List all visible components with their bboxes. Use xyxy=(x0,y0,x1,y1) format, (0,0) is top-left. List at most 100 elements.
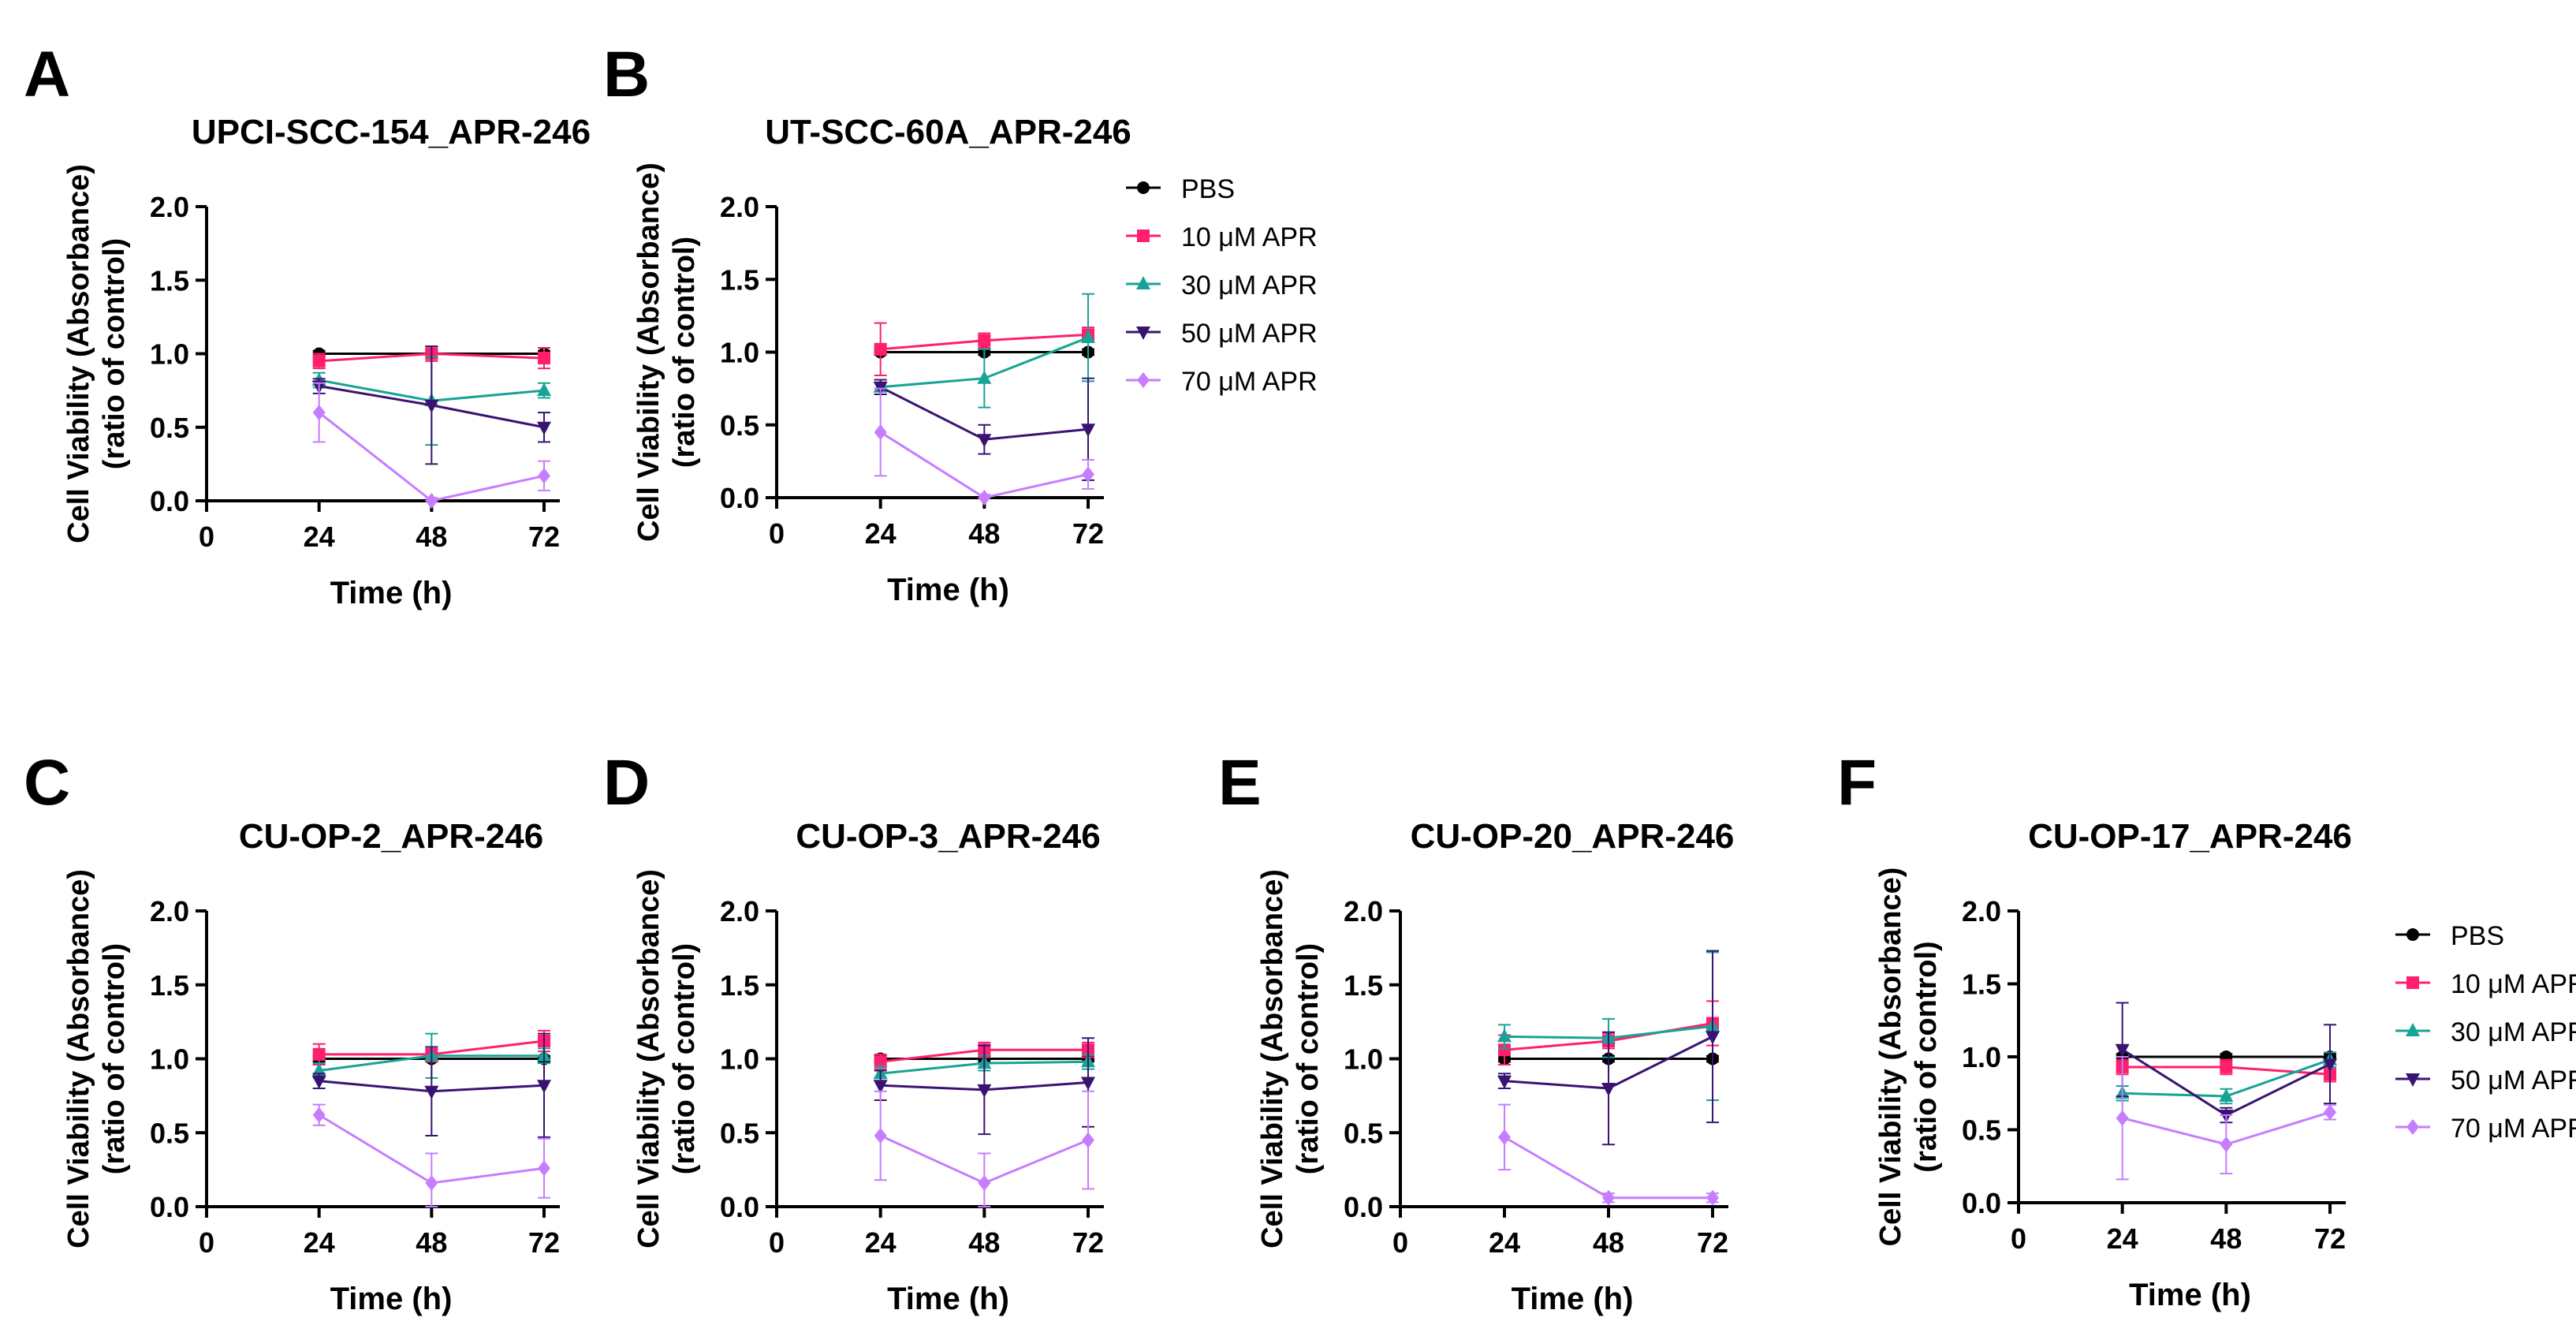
series-f-70-um-apr xyxy=(2116,1056,2336,1181)
chart-title-c: CU-OP-2_APR-246 xyxy=(239,817,543,856)
x-tick-label-c: 0 xyxy=(199,1226,214,1259)
series-d-70-um-apr xyxy=(874,1090,1094,1207)
x-axis-label-f: Time (h) xyxy=(2129,1278,2251,1312)
series-c-70-um-apr xyxy=(312,1103,550,1207)
data-point-e-70-um-apr xyxy=(1498,1129,1511,1145)
legend-label-pbs: PBS xyxy=(1181,174,1235,204)
data-point-d-50-um-apr xyxy=(873,1080,888,1094)
y-axis-label-b: Cell Viability (Absorbance) xyxy=(632,162,665,542)
series-d-50-um-apr xyxy=(873,1037,1095,1136)
y-tick-label-f: 0.0 xyxy=(1962,1187,2001,1219)
data-point-f-30-um-apr xyxy=(2219,1088,2234,1102)
legend-marker-pbs xyxy=(2406,928,2419,941)
data-point-b-70-um-apr xyxy=(978,490,991,506)
x-tick-label-e: 0 xyxy=(1392,1226,1408,1259)
data-point-b-10-um-apr xyxy=(874,342,887,356)
legend-entry-50-um-apr: 50 μM APR xyxy=(2395,1065,2576,1095)
y-axis-label-2-b: (ratio of control) xyxy=(668,237,701,468)
y-tick-label-a: 1.0 xyxy=(150,338,189,371)
legend-marker-10-um-apr xyxy=(1137,230,1150,242)
data-point-d-10-um-apr xyxy=(874,1055,887,1069)
chart-title-a: UPCI-SCC-154_APR-246 xyxy=(192,113,591,151)
data-point-a-10-um-apr xyxy=(538,352,550,365)
data-point-d-50-um-apr xyxy=(977,1084,992,1098)
x-tick-label-e: 72 xyxy=(1697,1226,1728,1259)
data-point-c-50-um-apr xyxy=(424,1085,439,1099)
series-b-30-um-apr xyxy=(873,293,1095,409)
legend-label-10-um-apr: 10 μM APR xyxy=(2451,969,2576,999)
panel-letter-b: B xyxy=(603,39,650,110)
y-axis-label-a: Cell Viability (Absorbance) xyxy=(62,164,95,543)
chart-title-d: CU-OP-3_APR-246 xyxy=(796,817,1100,856)
y-axis-label-2-a: (ratio of control) xyxy=(98,238,131,469)
data-point-c-50-um-apr xyxy=(311,1075,326,1089)
panel-a: A UPCI-SCC-154_APR-246 0.0 0.5 1.0 1.5 2.0 0 24 4… xyxy=(24,39,591,610)
data-point-f-70-um-apr xyxy=(2220,1136,2233,1152)
panel-b: B UT-SCC-60A_APR-246 0.0 0.5 1.0 1.5 2.0 0 24 48 7… xyxy=(603,39,1131,607)
y-tick-label-b: 0.0 xyxy=(720,482,759,514)
y-axis-label-2-c: (ratio of control) xyxy=(98,943,131,1174)
legend-label-50-um-apr: 50 μM APR xyxy=(1181,319,1318,349)
x-tick-label-b: 72 xyxy=(1072,517,1104,550)
y-tick-label-a: 0.5 xyxy=(150,412,189,444)
y-tick-label-d: 0.5 xyxy=(720,1117,759,1149)
y-tick-label-c: 1.0 xyxy=(150,1043,189,1076)
x-tick-label-f: 72 xyxy=(2314,1222,2346,1255)
y-tick-label-e: 2.0 xyxy=(1344,895,1383,927)
legend-marker-50-um-apr xyxy=(1136,327,1150,340)
x-tick-label-e: 24 xyxy=(1489,1226,1520,1259)
data-point-e-70-um-apr xyxy=(1602,1189,1615,1206)
legend-entry-70-um-apr: 70 μM APR xyxy=(2395,1114,2576,1144)
data-point-b-30-um-apr xyxy=(1081,330,1095,344)
series-a-70-um-apr xyxy=(312,382,550,509)
data-point-d-70-um-apr xyxy=(978,1175,991,1191)
data-point-b-50-um-apr xyxy=(1081,424,1095,438)
data-point-b-50-um-apr xyxy=(977,434,992,448)
legend-label-10-um-apr: 10 μM APR xyxy=(1181,222,1318,252)
y-axis-label-2-f: (ratio of control) xyxy=(1910,941,1943,1172)
x-tick-label-d: 72 xyxy=(1072,1226,1104,1259)
series-b-70-um-apr xyxy=(874,387,1094,506)
y-tick-label-d: 0.0 xyxy=(720,1191,759,1223)
x-axis-label-a: Time (h) xyxy=(330,576,453,610)
panel-letter-a: A xyxy=(24,39,70,110)
panel-f: F CU-OP-17_APR-246 0.0 0.5 1.0 1.5 2.0 0 24 48 72 T… xyxy=(1837,747,2352,1312)
panel-letter-d: D xyxy=(603,747,650,819)
series-e-70-um-apr xyxy=(1498,1103,1719,1206)
y-axis-label-2-e: (ratio of control) xyxy=(1292,943,1325,1174)
y-axis-label-f: Cell Viability (Absorbance) xyxy=(1874,868,1907,1247)
x-axis-label-e: Time (h) xyxy=(1512,1282,1634,1316)
y-tick-label-f: 1.0 xyxy=(1962,1041,2001,1073)
data-point-e-50-um-apr xyxy=(1706,1031,1720,1045)
y-tick-label-a: 2.0 xyxy=(150,191,189,223)
x-tick-label-f: 48 xyxy=(2210,1222,2242,1255)
data-point-b-70-um-apr xyxy=(874,424,887,440)
legend-label-pbs: PBS xyxy=(2451,921,2504,951)
series-a-50-um-apr xyxy=(311,345,551,465)
legend-marker-30-um-apr xyxy=(2406,1023,2420,1036)
y-tick-label-b: 1.0 xyxy=(720,337,759,369)
legend-marker-70-um-apr xyxy=(2406,1119,2419,1135)
y-tick-label-d: 1.5 xyxy=(720,969,759,1002)
legend-entry-30-um-apr: 30 μM APR xyxy=(2395,1017,2576,1047)
y-tick-label-d: 1.0 xyxy=(720,1043,759,1076)
chart-title-e: CU-OP-20_APR-246 xyxy=(1411,817,1735,856)
y-tick-label-c: 0.5 xyxy=(150,1117,189,1149)
y-tick-label-a: 1.5 xyxy=(150,264,189,297)
data-point-f-50-um-apr xyxy=(2115,1043,2130,1058)
legend-label-70-um-apr: 70 μM APR xyxy=(2451,1114,2576,1144)
data-point-c-10-um-apr xyxy=(312,1047,326,1061)
panel-letter-e: E xyxy=(1218,747,1262,819)
legend-label-30-um-apr: 30 μM APR xyxy=(2451,1017,2576,1047)
y-tick-label-b: 1.5 xyxy=(720,263,759,296)
x-tick-label-c: 48 xyxy=(416,1226,447,1259)
legend-bottom: PBS 10 μM APR 30 μM APR 50 μM APR 70 μM APR xyxy=(2395,921,2576,1144)
data-point-c-70-um-apr xyxy=(538,1160,550,1177)
legend-entry-30-um-apr: 30 μM APR xyxy=(1126,271,1318,300)
legend-label-70-um-apr: 70 μM APR xyxy=(1181,367,1318,397)
x-tick-label-a: 72 xyxy=(528,521,560,553)
x-tick-label-d: 48 xyxy=(968,1226,1000,1259)
legend-marker-pbs xyxy=(1137,181,1150,194)
x-axis-label-b: Time (h) xyxy=(887,573,1009,607)
